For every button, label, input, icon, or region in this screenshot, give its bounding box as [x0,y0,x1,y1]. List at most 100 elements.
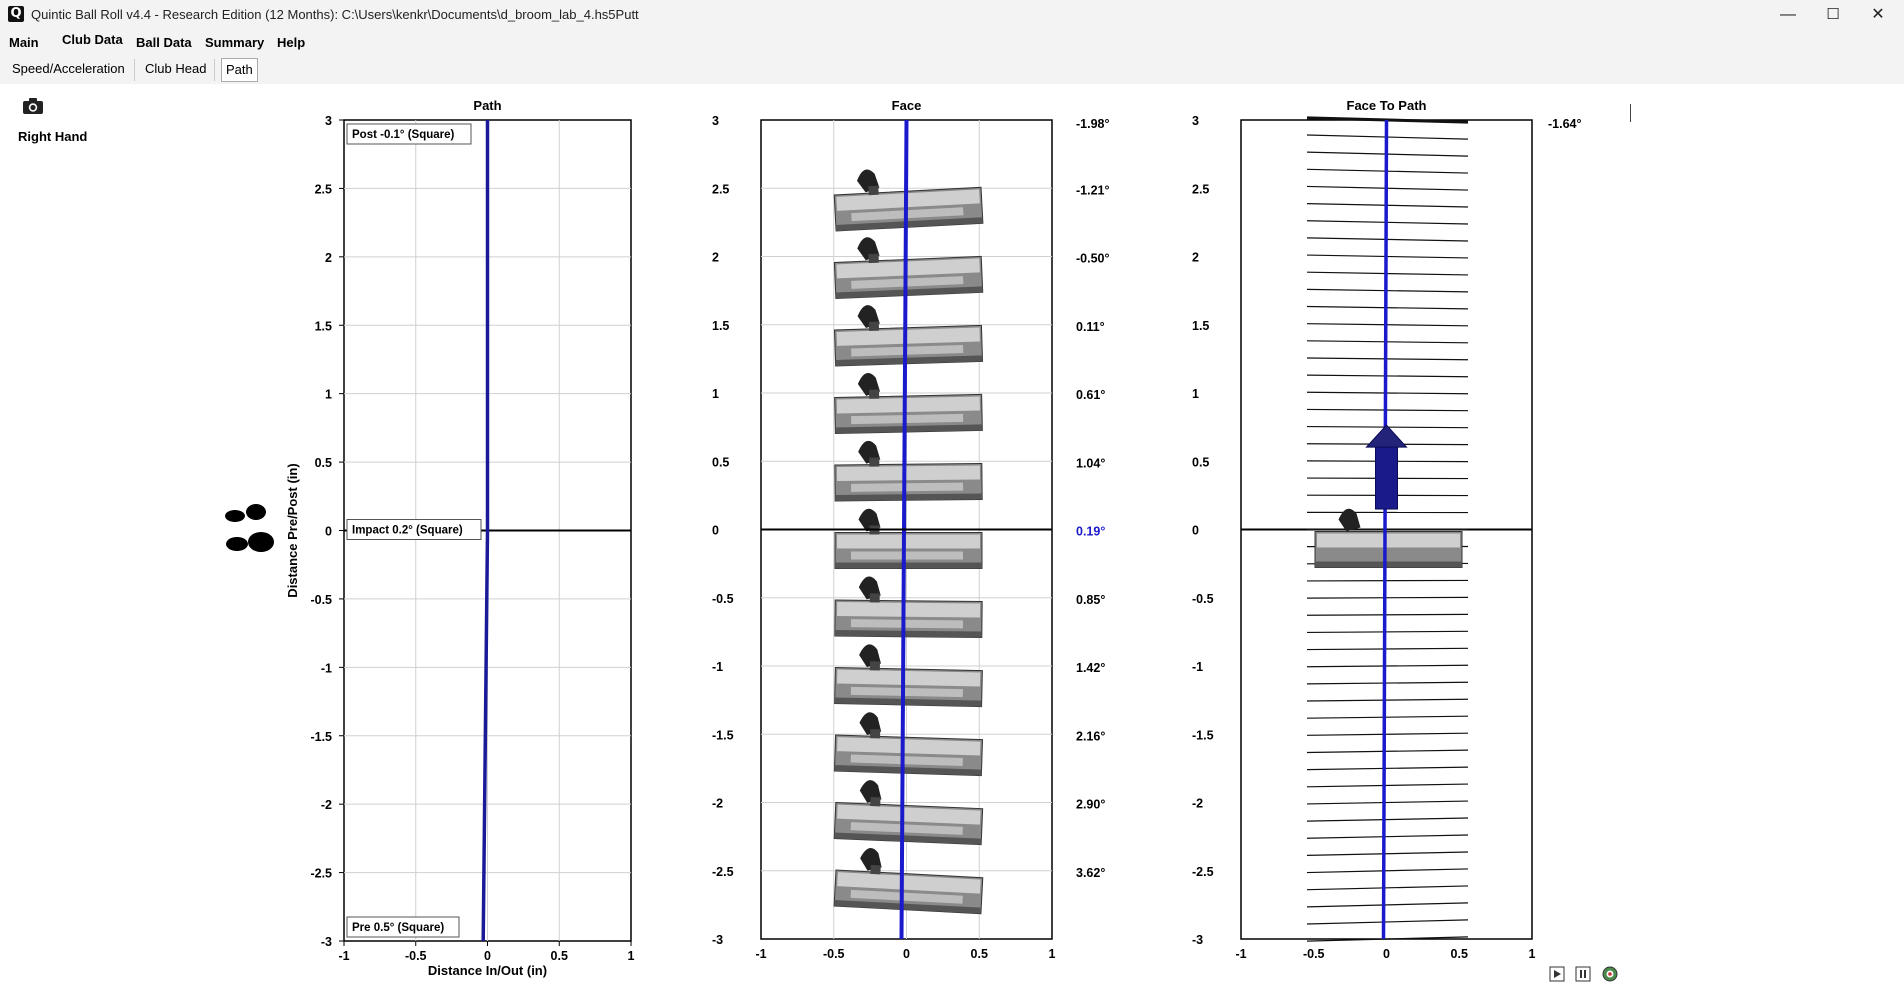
putter-head-icon [1314,508,1463,568]
y-tick-label: -0.5 [1192,592,1214,606]
play-icon[interactable] [1549,966,1565,987]
putter-head-icon [834,576,983,639]
face-path-hatch [1306,698,1469,702]
face-angle-label: 0.61° [1076,388,1105,402]
face-path-hatch [1306,783,1469,788]
annotation-label: Pre 0.5° (Square) [352,922,444,934]
y-tick-label: 0.5 [315,456,332,470]
scroll-marker [1630,104,1631,122]
x-tick-label: 1 [628,949,635,963]
menu-summary[interactable]: Summary [205,35,265,50]
y-tick-label: 2 [712,251,719,265]
face-angle-label: 0.11° [1076,320,1105,334]
tab-club-head[interactable]: Club Head [145,61,207,76]
y-tick-label: 0.5 [1192,455,1209,469]
putter-head-icon [833,169,984,232]
chart-title: Face To Path [1347,98,1427,113]
face-path-hatch [1306,817,1469,822]
face-angle-label: -0.50° [1076,252,1110,266]
face-path-hatch [1306,391,1469,395]
y-tick-label: -0.5 [310,593,332,607]
x-tick-label: 0 [903,947,910,961]
face-path-hatch [1306,613,1469,616]
menu-main[interactable]: Main [9,35,39,50]
menu-club-data[interactable]: Club Data [62,32,123,47]
y-tick-label: 1.5 [1192,319,1209,333]
annotation-box [346,916,460,938]
face-angle-label: -1.21° [1076,183,1110,197]
x-tick-label: 0 [484,949,491,963]
maximize-button[interactable]: ☐ [1826,6,1840,23]
playback-controls [1549,966,1624,987]
tab-separator [214,59,215,81]
chart-title: Path [473,98,501,113]
face-angle-label: 1.04° [1076,456,1105,470]
y-tick-label: 1.5 [315,319,332,333]
y-axis-label: Distance Pre/Post (in) [285,463,300,597]
y-tick-label: 0.5 [712,455,729,469]
y-tick-label: -1.5 [712,728,734,742]
face-angle-label: -1.98° [1076,117,1110,131]
y-tick-label: 2.5 [712,182,729,196]
close-button[interactable]: ✕ [1871,6,1885,23]
face-path-hatch [1306,579,1469,582]
face-to-path-line [1381,119,1389,940]
face-path-hatch [1306,851,1469,856]
hand-label: Right Hand [18,129,88,144]
target-icon[interactable] [1602,966,1618,987]
face-path-hatch [1306,766,1469,771]
y-tick-label: -2 [321,798,332,812]
face-angle-label: 2.16° [1076,729,1105,743]
y-tick-label: 1.5 [712,319,729,333]
y-tick-label: 0 [712,524,719,538]
putter-head-icon [833,780,984,846]
face-path-hatch [1306,868,1469,874]
menu-ball-data[interactable]: Ball Data [136,35,192,50]
y-tick-label: 3 [1192,114,1199,128]
annotation-label: Impact 0.2° (Square) [352,525,463,537]
y-tick-label: 1 [325,388,332,402]
x-tick-label: -0.5 [405,949,427,963]
annotation-label: Post -0.1° (Square) [352,129,455,141]
y-tick-label: 2 [325,251,332,265]
y-tick-label: -1 [321,661,332,675]
pause-icon[interactable] [1575,966,1591,987]
direction-arrow-icon [1375,444,1398,510]
face-path-hatch [1306,630,1469,634]
y-tick-label: 1 [712,387,719,401]
menu-help[interactable]: Help [277,35,306,50]
sub-tab-bar: Speed/Acceleration Club Head Path [0,56,1904,82]
y-tick-label: 2.5 [315,182,332,196]
y-tick-label: 1 [1192,387,1199,401]
face-path-hatch [1306,647,1469,651]
y-tick-label: -0.5 [712,592,734,606]
y-tick-label: 0 [325,525,332,539]
face-path-hatch [1306,834,1469,839]
y-tick-label: -1 [1192,660,1203,674]
camera-icon[interactable] [22,97,44,120]
face-path-hatch [1306,596,1469,599]
y-tick-label: 3 [325,114,332,128]
x-tick-label: 0 [1383,947,1390,961]
face-path-hatch [1306,374,1469,378]
putter-head-icon [834,440,983,502]
face-path-hatch [1306,681,1469,685]
face-angle-label: 1.42° [1076,661,1105,675]
x-axis-label: Distance In/Out (in) [428,963,547,978]
direction-arrow-head-icon [1365,424,1408,448]
face-path-hatch [1306,715,1469,719]
annotation-box [346,519,482,540]
x-tick-label: -1 [1235,947,1246,961]
putter-head-icon [833,237,984,299]
face-path-hatch [1306,116,1469,124]
tab-speed-acceleration[interactable]: Speed/Acceleration [12,61,125,76]
tab-path[interactable]: Path [221,58,258,82]
face-angle-label: 3.62° [1076,866,1105,880]
x-tick-label: -1 [338,949,349,963]
x-tick-label: 1 [1049,947,1056,961]
minimize-button[interactable]: — [1780,6,1796,23]
chart-title: Face [892,98,922,113]
face-angle-label: 2.90° [1076,798,1105,812]
face-path-hatch [1306,919,1469,925]
face-path-hatch [1306,357,1469,361]
